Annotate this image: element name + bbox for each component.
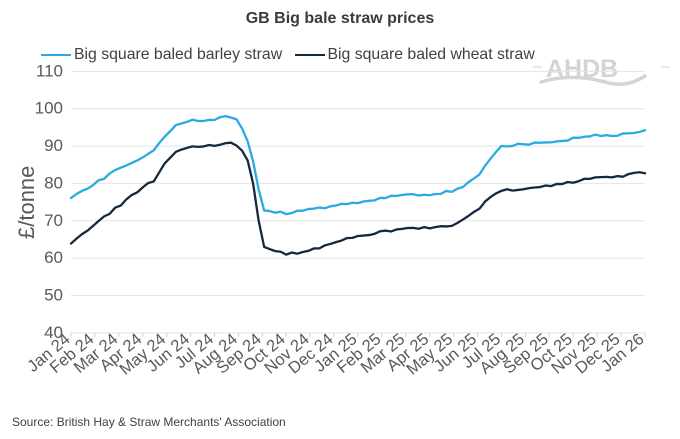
svg-text:100: 100 (35, 99, 63, 118)
svg-text:110: 110 (36, 61, 63, 80)
svg-text:60: 60 (44, 248, 63, 267)
svg-text:70: 70 (44, 211, 63, 230)
svg-text:80: 80 (44, 173, 63, 192)
svg-text:90: 90 (44, 136, 63, 155)
svg-text:50: 50 (44, 286, 63, 305)
